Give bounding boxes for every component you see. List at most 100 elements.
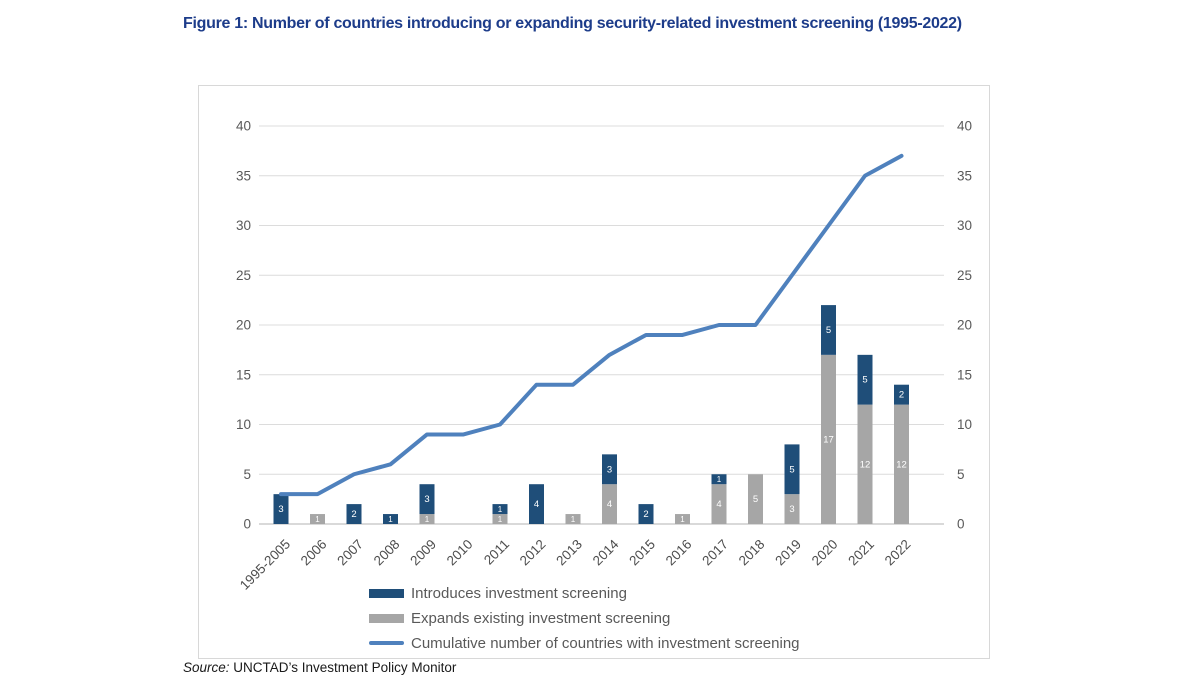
x-axis-tick-label: 2019: [772, 537, 804, 569]
x-axis-tick-label: 2007: [334, 537, 366, 569]
bar-segment-introduces: [821, 305, 836, 355]
x-axis-tick-label: 2020: [809, 537, 841, 569]
bar-value-label-introduces: 1: [498, 505, 503, 514]
bar-segment-introduces: [346, 504, 362, 524]
bar-value-label-introduces: 2: [643, 509, 648, 520]
bar-value-label-introduces: 5: [862, 375, 867, 386]
introduces-swatch: [369, 588, 404, 598]
bar-segment-expands: [748, 474, 763, 524]
bar-value-label-introduces: 3: [424, 494, 429, 505]
bar-value-label-expands: 1: [571, 515, 576, 524]
bar-segment-expands: [565, 514, 581, 524]
x-axis-tick-label: 2015: [626, 537, 658, 569]
y-axis-tick-label-right: 40: [957, 119, 972, 134]
bar-value-label-introduces: 2: [899, 390, 904, 401]
bar-value-label-expands: 4: [716, 499, 721, 510]
bar-value-label-expands: 3: [789, 504, 794, 515]
bar-segment-expands: [784, 494, 800, 524]
x-axis-tick-label: 2009: [407, 537, 439, 569]
bar-segment-introduces: [602, 454, 617, 485]
legend-label-expands: Expands existing investment screening: [411, 609, 671, 627]
y-axis-tick-label-left: 5: [243, 467, 251, 482]
x-axis-tick-label: 2012: [517, 537, 549, 569]
bar-segment-introduces: [894, 384, 909, 405]
y-axis-tick-label-right: 30: [957, 218, 972, 233]
bar-segment-introduces: [857, 354, 873, 405]
bar-value-label-introduces: 5: [826, 325, 831, 336]
bar-segment-introduces: [419, 484, 435, 515]
legend-item-cumulative: Cumulative number of countries with inve…: [369, 632, 800, 654]
bar-segment-introduces: [383, 514, 398, 524]
bar-segment-expands: [310, 514, 325, 524]
bar-value-label-introduces: 1: [388, 515, 393, 524]
bar-value-label-introduces: 1: [717, 475, 722, 484]
x-axis-tick-label: 2017: [699, 537, 731, 569]
legend-item-introduces: Introduces investment screening: [369, 582, 800, 604]
cumulative-line: [279, 153, 904, 497]
bar-segment-introduces: [492, 504, 508, 515]
x-axis-tick-label: 2006: [298, 537, 330, 569]
legend-label-cumulative: Cumulative number of countries with inve…: [411, 634, 800, 652]
bar-value-label-expands: 1: [425, 515, 430, 524]
bar-segment-expands: [602, 484, 617, 524]
x-axis-tick-label: 2016: [663, 537, 695, 569]
y-axis-tick-label-right: 0: [957, 517, 965, 532]
bar-segment-introduces: [784, 444, 800, 495]
bar-value-label-introduces: 3: [278, 504, 283, 515]
bar-segment-expands: [711, 484, 727, 524]
bar-value-label-expands: 1: [315, 515, 320, 524]
x-axis-tick-label: 2008: [371, 537, 403, 569]
x-axis-tick-label: 1995-2005: [237, 537, 293, 593]
bar-value-label-expands: 1: [498, 515, 503, 524]
y-axis-tick-label-left: 40: [236, 119, 251, 134]
bar-value-label-expands: 17: [823, 434, 834, 445]
bar-segment-introduces: [711, 474, 727, 485]
y-axis-tick-label-left: 35: [236, 168, 251, 183]
x-axis-tick-label: 2011: [481, 537, 512, 568]
bar-segment-expands: [419, 514, 435, 524]
bar-value-label-introduces: 5: [789, 464, 794, 475]
y-axis-tick-label-left: 15: [236, 367, 251, 382]
bar-segment-introduces: [529, 484, 544, 524]
bar-segment-introduces: [273, 494, 289, 524]
bar-segment-expands: [675, 514, 690, 524]
y-axis-tick-label-left: 30: [236, 218, 251, 233]
x-axis-tick-label: 2021: [845, 537, 877, 569]
chart-area: 0 0 5 5 10 10 15 15 20 20 25 25 30 30 35 35 40 40 3 1995-20…: [198, 85, 990, 659]
legend-item-expands: Expands existing investment screening: [369, 607, 800, 629]
bar-segment-expands: [821, 354, 836, 524]
bar-value-label-introduces: 4: [534, 499, 539, 510]
x-axis-tick-label: 2018: [736, 537, 768, 569]
bar-value-label-introduces: 3: [607, 464, 612, 475]
x-axis-tick-label: 2010: [444, 537, 476, 569]
y-axis-tick-label-right: 5: [957, 467, 965, 482]
chart-legend: Introduces investment screening Expands …: [369, 582, 800, 654]
x-axis-tick-label: 2022: [882, 537, 914, 569]
y-axis-tick-label-left: 10: [236, 417, 251, 432]
y-axis-tick-label-right: 35: [957, 168, 972, 183]
bar-segment-expands: [857, 404, 873, 524]
cumulative-line-swatch: [369, 641, 404, 645]
source-label: Source:: [183, 660, 230, 675]
bar-value-label-expands: 12: [896, 459, 907, 470]
legend-label-introduces: Introduces investment screening: [411, 584, 627, 602]
y-axis-tick-label-right: 25: [957, 268, 972, 283]
bar-value-label-expands: 1: [680, 515, 685, 524]
bar-value-label-expands: 4: [607, 499, 612, 510]
y-axis-tick-label-left: 0: [243, 517, 251, 532]
y-axis-tick-label-right: 10: [957, 417, 972, 432]
bar-segment-expands: [492, 514, 508, 524]
y-axis-tick-label-left: 25: [236, 268, 251, 283]
bar-value-label-expands: 12: [860, 459, 871, 470]
y-axis-tick-label-left: 20: [236, 318, 251, 333]
bar-segment-expands: [894, 404, 909, 524]
x-axis-tick-label: 2013: [553, 537, 585, 569]
figure-title: Figure 1: Number of countries introducin…: [183, 15, 962, 32]
x-axis-tick-label: 2014: [590, 536, 622, 568]
y-axis-tick-label-right: 20: [957, 318, 972, 333]
bar-segment-introduces: [638, 504, 654, 524]
bar-value-label-introduces: 2: [351, 509, 356, 520]
bar-value-label-expands: 5: [753, 494, 758, 505]
